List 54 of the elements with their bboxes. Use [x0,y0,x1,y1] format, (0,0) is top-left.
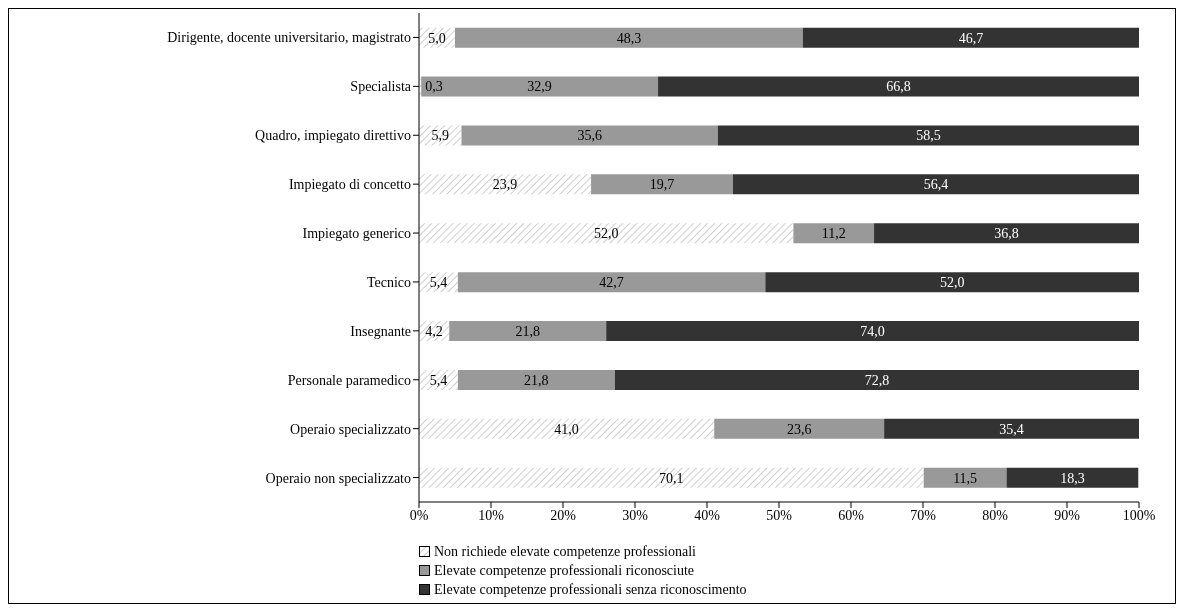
x-tick-label: 40% [694,507,721,523]
data-label: 48,3 [616,30,642,46]
data-label: 42,7 [599,275,624,291]
data-label: 52,0 [939,275,965,291]
legend-label: Elevate competenze professionali riconosciute [434,562,695,579]
data-label: 41,0 [554,421,579,437]
x-tick-label: 0% [409,507,429,523]
data-label: 32,9 [527,79,552,95]
x-tick-label: 80% [982,507,1009,523]
data-label: 66,8 [886,79,911,95]
x-tick-label: 100% [1122,507,1156,523]
y-tick-label: Insegnante [350,323,411,339]
data-label: 36,8 [994,226,1019,242]
legend-label: Non richiede elevate competenze professionali [434,543,696,560]
legend-label: Elevate competenze professionali senza riconoscimento [434,581,747,598]
data-label: 46,7 [958,30,984,46]
data-label: 5,4 [429,372,448,388]
x-tick-label: 70% [910,507,937,523]
y-tick-label: Dirigente, docente universitario, magistrato [167,30,411,46]
data-label: 5,4 [429,275,448,291]
x-tick-label: 90% [1054,507,1081,523]
y-tick-label: Specialista [350,79,412,95]
y-tick-label: Impiegato generico [302,226,411,242]
data-label: 72,8 [864,372,890,388]
data-label: 11,5 [953,470,978,486]
data-label: 52,0 [593,226,619,242]
data-label: 58,5 [916,128,941,144]
data-label: 5,9 [431,128,449,144]
x-tick-label: 10% [478,507,505,523]
y-tick-label: Tecnico [366,274,411,290]
data-label: 0,3 [425,79,443,95]
data-label: 56,4 [923,177,949,193]
y-tick-label: Operaio specializzato [290,421,411,437]
x-tick-label: 20% [550,507,577,523]
data-label: 18,3 [1060,470,1085,486]
data-label: 19,7 [649,177,675,193]
data-label: 4,2 [425,323,443,339]
data-label: 11,2 [821,226,846,242]
data-label: 21,8 [515,323,540,339]
data-label: 23,6 [786,421,812,437]
data-label: 74,0 [860,323,885,339]
x-tick-label: 50% [766,507,793,523]
data-label: 35,4 [999,421,1024,437]
data-label: 70,1 [659,470,684,486]
x-tick-label: 30% [622,507,649,523]
y-tick-label: Quadro, impiegato direttivo [255,128,411,144]
data-label: 21,8 [524,372,549,388]
data-label: 35,6 [577,128,602,144]
x-tick-label: 60% [838,507,865,523]
data-label: 5,0 [428,30,446,46]
y-tick-label: Personale paramedico [287,372,411,388]
y-tick-label: Operaio non specializzato [265,470,411,486]
y-tick-label: Impiegato di concetto [288,177,411,193]
data-label: 23,9 [492,177,518,193]
